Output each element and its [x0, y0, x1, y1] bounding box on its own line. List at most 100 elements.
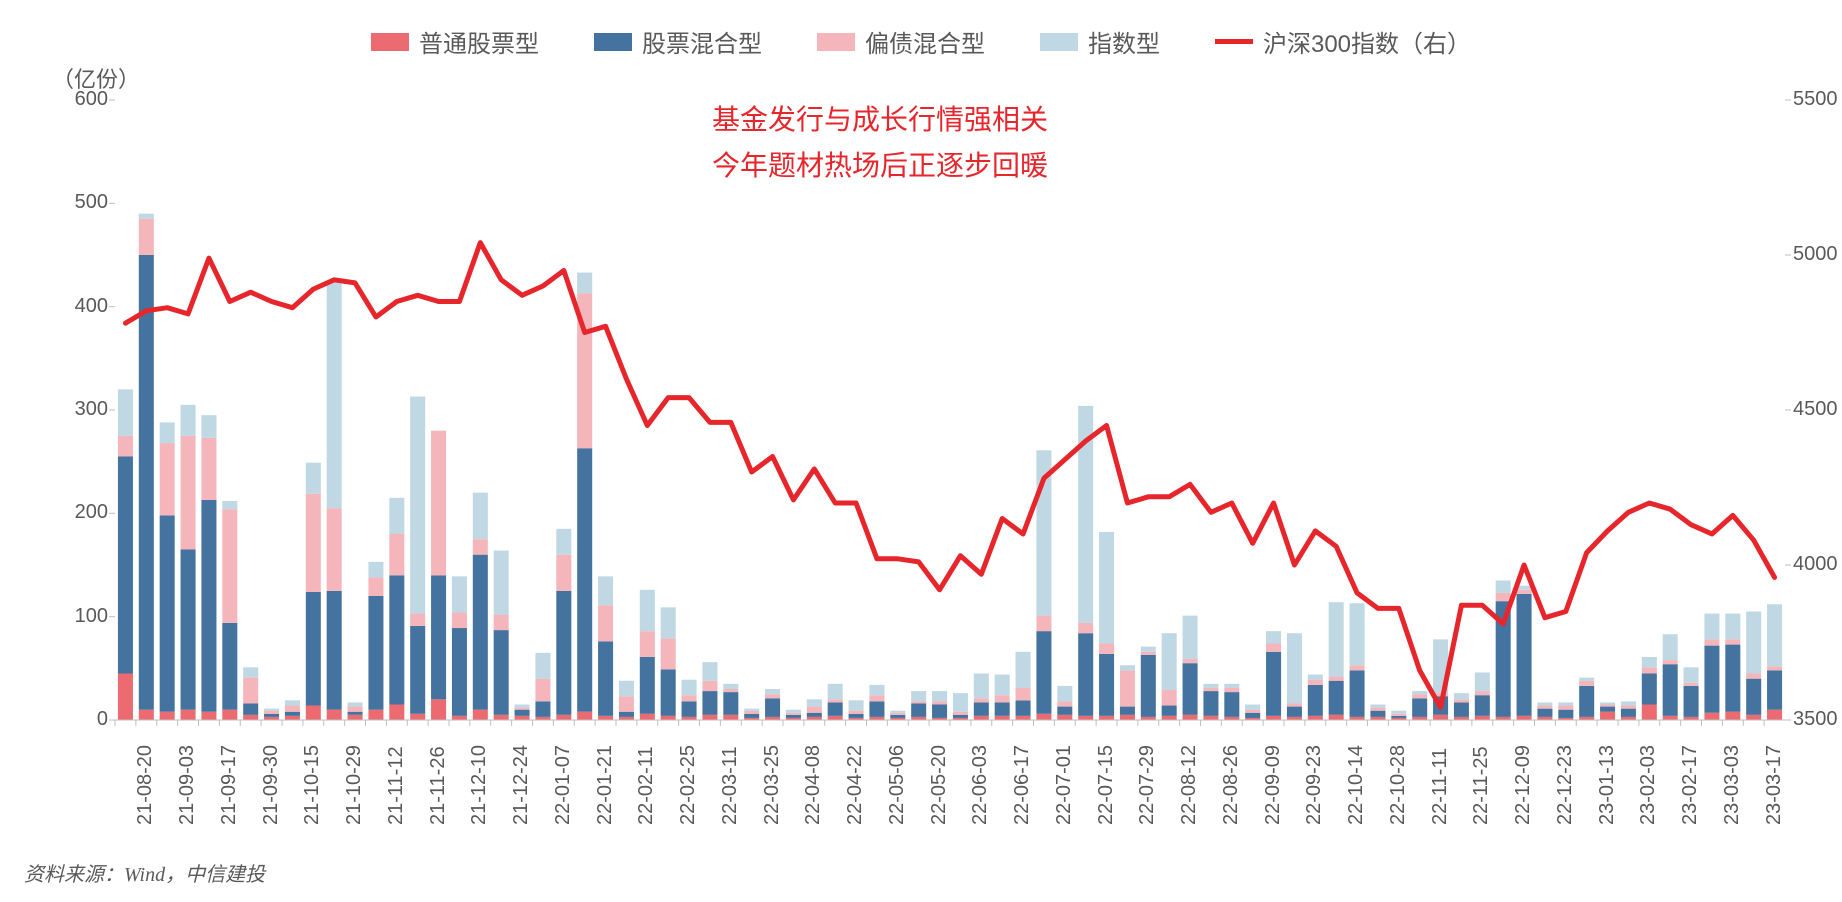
bar-segment [1308, 716, 1323, 720]
bar-segment [1537, 709, 1552, 717]
bar-segment [1517, 590, 1532, 594]
bar-segment [306, 494, 321, 592]
bar-segment [1767, 666, 1782, 670]
bar-segment [619, 681, 634, 697]
bar-segment [389, 534, 404, 575]
bar-segment [1183, 663, 1198, 715]
x-axis-tick-label: 22-09-23 [1303, 745, 1326, 825]
bar-segment [786, 715, 801, 718]
bar-segment [807, 699, 822, 706]
bar-segment [389, 498, 404, 534]
bar-segment [1621, 706, 1636, 709]
bar-segment [1308, 685, 1323, 716]
bar-segment [640, 590, 655, 631]
bar-segment [1391, 714, 1406, 716]
bar-segment [744, 714, 759, 718]
bar-segment [1141, 647, 1156, 652]
bar-segment [222, 509, 237, 623]
x-axis-labels: 21-08-2021-09-0321-09-1721-09-3021-10-15… [115, 730, 1785, 870]
bar-segment [139, 214, 154, 219]
bar-segment [661, 669, 676, 716]
x-axis-tick-label: 22-07-15 [1095, 745, 1118, 825]
bar-segment [348, 712, 363, 715]
bar-segment [348, 715, 363, 720]
bar-segment [1329, 602, 1344, 676]
bar-segment [640, 657, 655, 714]
bar-segment [890, 715, 905, 718]
bar-segment [577, 448, 592, 711]
bar-segment [1704, 639, 1719, 645]
bar-segment [890, 713, 905, 715]
bar-segment [515, 705, 530, 708]
bar-segment [1391, 711, 1406, 714]
bar-segment [911, 691, 926, 701]
bar-segment [327, 710, 342, 720]
bar-segment [1579, 678, 1594, 681]
bar-segment [1475, 716, 1490, 720]
bar-segment [1183, 616, 1198, 659]
legend-label: 偏债混合型 [865, 24, 985, 59]
bar-segment [1600, 712, 1615, 720]
bar-segment [1120, 707, 1135, 715]
bar-segment [765, 689, 780, 694]
annotation-text: 基金发行与成长行情强相关今年题材热场后正逐步回暖 [580, 97, 1180, 189]
y-left-tick: 600 [53, 88, 108, 111]
bar-segment [1475, 672, 1490, 691]
bar-segment [1558, 702, 1573, 705]
bar-segment [1642, 674, 1657, 705]
bar-segment [181, 710, 196, 720]
bar-segment [1600, 705, 1615, 707]
bar-segment [828, 716, 843, 720]
x-axis-tick-label: 22-01-21 [594, 745, 617, 825]
bar-segment [1162, 690, 1177, 706]
bar-segment [828, 699, 843, 702]
bar-segment [1454, 702, 1469, 716]
bar-segment [974, 702, 989, 715]
bar-segment [1496, 581, 1511, 593]
bar-segment [619, 696, 634, 712]
bar-segment [264, 711, 279, 714]
legend-swatch [371, 33, 409, 51]
bar-segment [410, 614, 425, 626]
bar-segment [1725, 639, 1740, 644]
bar-segment [285, 712, 300, 716]
bar-segment [1558, 706, 1573, 710]
bar-segment [285, 716, 300, 720]
bar-segment [1475, 695, 1490, 716]
bar-segment [1350, 665, 1365, 670]
bar-segment [598, 716, 613, 720]
x-axis-tick-label: 22-12-09 [1512, 745, 1535, 825]
y-left-tick: 500 [53, 191, 108, 214]
bar-segment [1266, 644, 1281, 652]
x-axis-tick-label: 23-03-03 [1721, 745, 1744, 825]
y-left-tick: 200 [53, 501, 108, 524]
bar-segment [1370, 705, 1385, 708]
legend-swatch [1040, 33, 1078, 51]
y-right-tick: 4000 [1793, 553, 1842, 576]
bar-segment [1704, 646, 1719, 713]
bar-segment [1454, 699, 1469, 702]
x-axis-tick-label: 22-08-26 [1220, 745, 1243, 825]
y-left-tick: 0 [53, 708, 108, 731]
bar-segment [723, 692, 738, 715]
bar-segment [1725, 645, 1740, 712]
bar-segment [1120, 715, 1135, 720]
bar-segment [1183, 715, 1198, 720]
x-axis-tick-label: 22-07-29 [1136, 745, 1159, 825]
bar-segment [327, 508, 342, 591]
x-axis-tick-label: 22-02-11 [635, 746, 658, 825]
bar-segment [1642, 705, 1657, 721]
bar-segment [995, 716, 1010, 720]
bar-segment [1057, 686, 1072, 702]
bar-segment [682, 701, 697, 717]
bar-segment [1224, 692, 1239, 717]
bar-segment [410, 397, 425, 614]
bar-segment [723, 684, 738, 689]
bar-segment [494, 715, 509, 720]
bar-segment [598, 576, 613, 605]
bar-segment [1329, 681, 1344, 715]
bar-segment [890, 711, 905, 713]
bar-segment [1579, 686, 1594, 717]
bar-segment [389, 705, 404, 721]
bar-segment [807, 713, 822, 717]
